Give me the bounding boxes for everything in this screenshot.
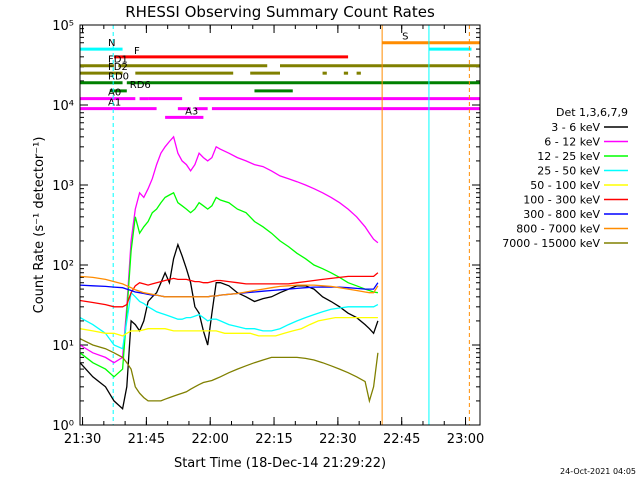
footer-date: 24-Oct-2021 04:05 — [560, 467, 636, 476]
legend-label: 50 - 100 keV — [530, 179, 600, 192]
x-tick-label: 21:30 — [64, 432, 101, 447]
series-line-7000-15000-kev — [79, 338, 379, 404]
series-lines — [79, 135, 379, 410]
flag-label-n: N — [108, 38, 115, 49]
x-tick-label: 22:00 — [191, 432, 228, 447]
flag-label-fd2: FD2 — [108, 62, 128, 73]
axes-layer — [80, 24, 480, 426]
tick-labels: 21:30 21:45 22:00 22:15 22:30 22:45 23:00 10⁰ 10… — [52, 19, 484, 447]
flag-label-rd6: RD6 — [130, 80, 151, 91]
x-axis-label: Start Time (18-Dec-14 21:29:22) — [174, 456, 386, 471]
legend-label: 12 - 25 keV — [537, 150, 600, 163]
flag-label-rd0: RD0 — [108, 72, 129, 83]
y-tick-label: 10⁵ — [52, 19, 74, 34]
x-tick-label: 22:30 — [319, 432, 356, 447]
x-tick-label: 21:45 — [128, 432, 165, 447]
flag-label-fd1: FD1 — [108, 55, 128, 66]
y-tick-label: 10⁴ — [52, 99, 74, 114]
legend-label: 800 - 7000 keV — [516, 223, 600, 236]
x-tick-label: 22:45 — [383, 432, 420, 447]
chart-title: RHESSI Observing Summary Count Rates — [125, 3, 435, 21]
legend-label: 7000 - 15000 keV — [502, 237, 600, 250]
legend-label: 6 - 12 keV — [544, 136, 600, 149]
legend-label: 300 - 800 keV — [523, 208, 600, 221]
flag-label-f: F — [134, 46, 140, 57]
flag-label-a1: A1 — [108, 98, 121, 109]
series-line-3-6-kev — [79, 242, 379, 410]
flag-label-s: S — [402, 32, 408, 43]
x-tick-label: 22:15 — [255, 432, 292, 447]
legend-label: 3 - 6 keV — [551, 121, 600, 134]
series-line-800-7000-kev — [79, 275, 379, 298]
series-line-25-50-kev — [79, 291, 379, 350]
y-tick-label: 10¹ — [52, 339, 74, 354]
legend-label: 100 - 300 keV — [523, 194, 600, 207]
event-lines — [112, 25, 470, 425]
x-tick-label: 23:00 — [447, 432, 484, 447]
series-line-12-25-kev — [79, 191, 379, 378]
series-line-100-300-kev — [79, 272, 379, 308]
y-axis-label: Count Rate (s⁻¹ detector⁻¹) — [32, 137, 47, 314]
flag-label-a0: A0 — [108, 88, 121, 99]
flag-label-a3: A3 — [185, 106, 198, 117]
plot-frame — [79, 24, 481, 426]
legend-title: Det 1,3,6,7,9 — [556, 106, 628, 119]
y-tick-label: 10² — [52, 259, 74, 274]
y-tick-label: 10⁰ — [52, 419, 74, 434]
series-line-50-100-kev — [79, 316, 378, 337]
series-line-6-12-kev — [79, 135, 379, 364]
legend-label: 25 - 50 keV — [537, 165, 600, 178]
y-tick-label: 10³ — [52, 179, 74, 194]
